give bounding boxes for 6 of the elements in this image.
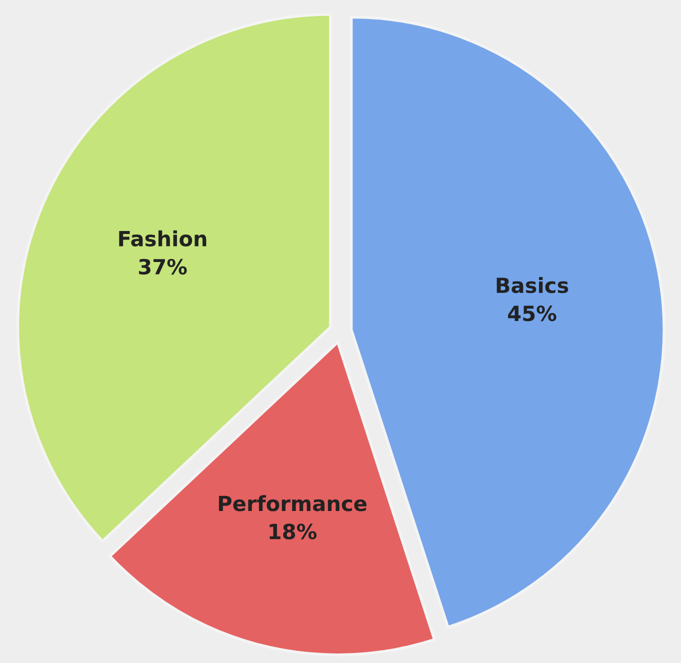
data-label: 18% [270, 524, 317, 540]
slice-label: Performance [218, 495, 366, 512]
data-label: 45% [508, 305, 556, 322]
slice-label: Fashion [119, 230, 206, 246]
data-label: 37% [139, 258, 187, 275]
slice-label: Basics [496, 277, 568, 294]
